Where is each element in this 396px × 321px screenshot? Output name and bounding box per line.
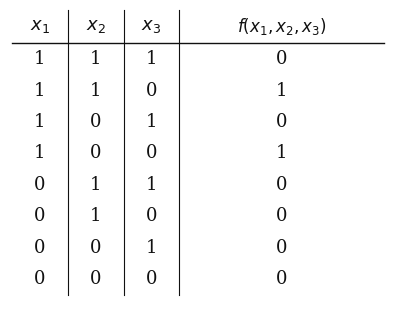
Text: 0: 0 [90,270,101,288]
Text: 1: 1 [146,50,157,68]
Text: 0: 0 [146,270,157,288]
Text: 1: 1 [276,144,287,162]
Text: $\mathit{x}_1$: $\mathit{x}_1$ [30,17,50,36]
Text: 1: 1 [146,239,157,257]
Text: 1: 1 [34,113,46,131]
Text: 0: 0 [90,144,101,162]
Text: $\mathit{x}_3$: $\mathit{x}_3$ [141,17,162,36]
Text: 0: 0 [34,207,46,225]
Text: 1: 1 [146,176,157,194]
Text: 0: 0 [34,270,46,288]
Text: 0: 0 [34,239,46,257]
Text: 1: 1 [34,144,46,162]
Text: 1: 1 [34,50,46,68]
Text: $\mathit{f}(\mathit{x}_1, \mathit{x}_2, \mathit{x}_3)$: $\mathit{f}(\mathit{x}_1, \mathit{x}_2, … [237,16,327,37]
Text: 1: 1 [90,176,101,194]
Text: 0: 0 [276,113,287,131]
Text: $\mathit{x}_2$: $\mathit{x}_2$ [86,17,106,36]
Text: 0: 0 [146,82,157,100]
Text: 0: 0 [276,239,287,257]
Text: 0: 0 [276,270,287,288]
Text: 1: 1 [34,82,46,100]
Text: 0: 0 [276,176,287,194]
Text: 1: 1 [90,50,101,68]
Text: 0: 0 [146,207,157,225]
Text: 1: 1 [146,113,157,131]
Text: 0: 0 [276,50,287,68]
Text: 0: 0 [146,144,157,162]
Text: 0: 0 [90,239,101,257]
Text: 1: 1 [276,82,287,100]
Text: 0: 0 [276,207,287,225]
Text: 0: 0 [34,176,46,194]
Text: 0: 0 [90,113,101,131]
Text: 1: 1 [90,82,101,100]
Text: 1: 1 [90,207,101,225]
